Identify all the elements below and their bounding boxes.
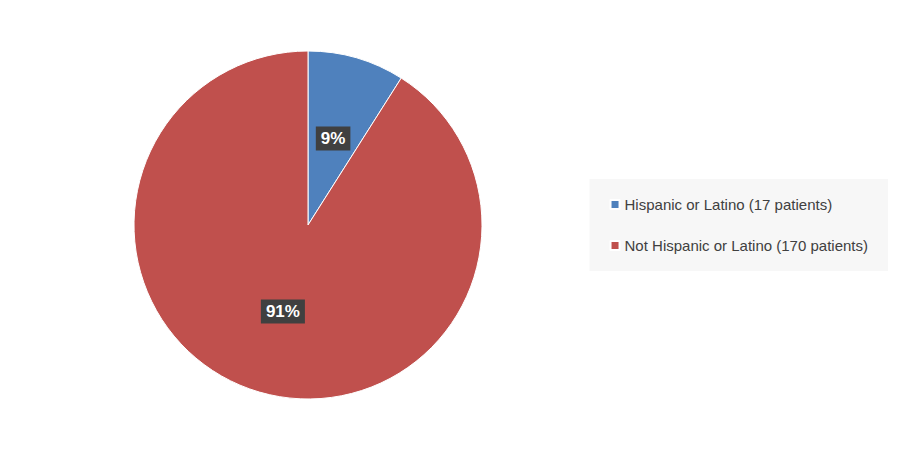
svg-text:91%: 91%: [266, 302, 300, 321]
svg-text:9%: 9%: [321, 129, 346, 148]
svg-text:Not Hispanic or Latino (170 pa: Not Hispanic or Latino (170 patients): [625, 237, 868, 254]
svg-text:Hispanic or Latino (17 patient: Hispanic or Latino (17 patients): [625, 196, 833, 213]
